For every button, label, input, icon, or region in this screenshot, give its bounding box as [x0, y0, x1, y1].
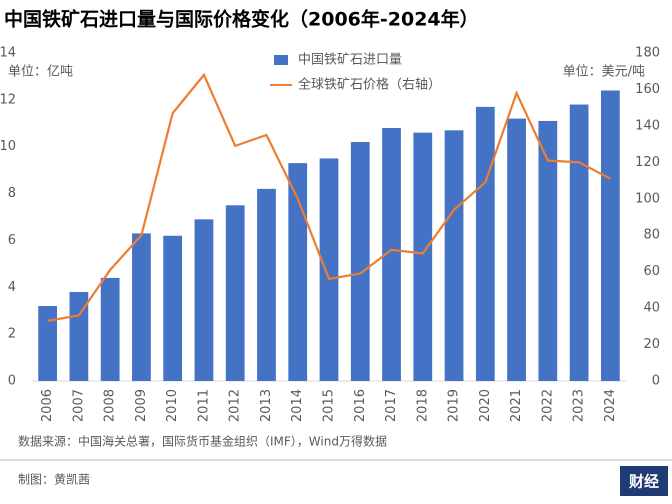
- bar: [475, 106, 495, 381]
- x-tick-label: 2024: [603, 389, 618, 422]
- y2-tick-label: 60: [643, 264, 660, 279]
- x-tick-label: 2016: [353, 389, 368, 422]
- y-tick-label: 8: [8, 186, 16, 201]
- y-unit-label: 单位：亿吨: [8, 65, 73, 80]
- y2-tick-label: 100: [635, 191, 660, 206]
- y2-unit-label: 单位：美元/吨: [563, 65, 645, 80]
- chart-title: 中国铁矿石进口量与国际价格变化（2006年-2024年）: [4, 8, 479, 31]
- y2-tick-label: 160: [635, 82, 660, 97]
- x-tick-label: 2022: [540, 389, 555, 422]
- y-tick-label: 2: [8, 327, 16, 342]
- source-note: 数据来源：中国海关总署，国际货币基金组织（IMF），Wind万得数据: [18, 434, 387, 449]
- x-tick-label: 2020: [478, 389, 493, 422]
- x-tick-label: 2018: [415, 389, 430, 422]
- bar: [69, 291, 89, 381]
- logo: 财经: [629, 473, 659, 491]
- bar: [288, 163, 308, 381]
- bar: [225, 205, 245, 381]
- bar: [194, 219, 214, 381]
- bar: [319, 158, 339, 381]
- x-tick-label: 2006: [40, 389, 55, 422]
- y-tick-label: 10: [0, 139, 16, 154]
- y2-tick-label: 20: [643, 337, 660, 352]
- x-tick-label: 2017: [384, 389, 399, 422]
- y2-tick-label: 120: [635, 155, 660, 170]
- logo-box: [620, 466, 668, 496]
- bar: [538, 120, 558, 381]
- y2-tick-label: 40: [643, 301, 660, 316]
- x-tick-label: 2008: [103, 389, 118, 422]
- x-tick-label: 2015: [322, 389, 337, 422]
- bar: [350, 142, 370, 381]
- y-tick-label: 14: [0, 46, 16, 61]
- y-tick-label: 12: [0, 92, 16, 107]
- x-tick-label: 2019: [447, 389, 462, 422]
- bar: [132, 233, 151, 381]
- x-tick-label: 2007: [71, 389, 86, 422]
- x-tick-label: 2023: [572, 389, 587, 422]
- legend-label: 全球铁矿石价格（右轴）: [298, 77, 441, 93]
- y2-tick-label: 80: [643, 228, 660, 243]
- credit: 制图：黄凯茜: [18, 473, 90, 487]
- bar: [444, 130, 464, 381]
- x-tick-label: 2021: [509, 389, 524, 422]
- x-tick-label: 2010: [165, 389, 180, 422]
- bar: [600, 90, 620, 381]
- bar: [38, 306, 58, 381]
- y2-tick-label: 0: [652, 374, 660, 389]
- x-tick-label: 2011: [196, 389, 211, 422]
- legend-swatch: [274, 55, 288, 65]
- bar: [163, 235, 183, 381]
- bar: [507, 118, 526, 381]
- bar: [413, 132, 433, 381]
- legend-label: 中国铁矿石进口量: [298, 53, 402, 68]
- x-tick-label: 2009: [134, 389, 149, 422]
- y-tick-label: 0: [8, 374, 16, 389]
- x-tick-label: 2014: [290, 389, 305, 422]
- x-tick-label: 2013: [259, 389, 274, 422]
- line: [47, 72, 611, 322]
- x-tick-label: 2012: [228, 389, 243, 422]
- bar: [382, 127, 401, 381]
- bar: [257, 188, 276, 381]
- bar: [100, 277, 120, 381]
- y-tick-label: 6: [8, 233, 16, 248]
- y-tick-label: 4: [8, 280, 16, 295]
- y2-tick-label: 140: [635, 118, 660, 133]
- y2-tick-label: 180: [635, 46, 660, 61]
- bar: [569, 104, 589, 382]
